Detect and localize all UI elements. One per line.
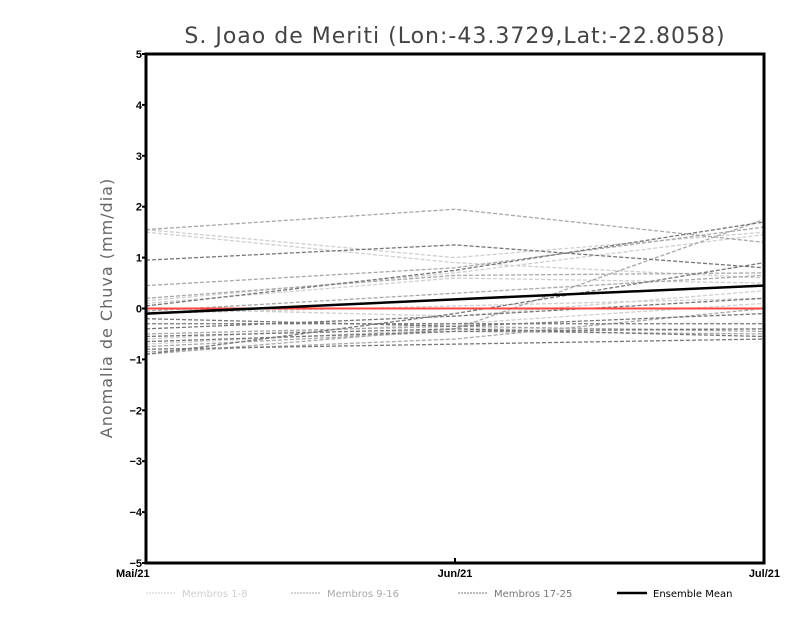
y-tick-label: 4 bbox=[136, 100, 143, 112]
member-line-2-4 bbox=[145, 274, 765, 312]
y-tick-label: 2 bbox=[136, 202, 142, 214]
member-line-2-1 bbox=[145, 208, 765, 243]
x-tick-label: Mai/21 bbox=[116, 568, 150, 580]
y-tick-label: 5 bbox=[136, 49, 142, 61]
y-tick-label: −2 bbox=[129, 405, 142, 417]
y-tick-label: 0 bbox=[136, 304, 142, 316]
y-tick-label: 3 bbox=[136, 151, 142, 163]
member-line-2-3 bbox=[145, 218, 765, 355]
y-tick-label: −3 bbox=[129, 456, 142, 468]
legend-label: Membros 17-25 bbox=[494, 589, 572, 600]
member-line-3-1 bbox=[145, 244, 765, 269]
member-line-1-1 bbox=[145, 228, 765, 259]
y-tick-label: −4 bbox=[129, 507, 142, 519]
member-line-1-4 bbox=[145, 277, 765, 305]
member-line-1-3 bbox=[145, 234, 765, 302]
ensemble-mean-line bbox=[145, 284, 765, 315]
x-tick-label: Jul/21 bbox=[749, 568, 780, 580]
member-line-3-6 bbox=[145, 328, 765, 343]
member-line-3-4 bbox=[145, 262, 765, 355]
legend-label: Membros 9-16 bbox=[327, 589, 399, 600]
member-line-1-2 bbox=[145, 231, 765, 279]
legend-label: Membros 1-8 bbox=[182, 589, 248, 600]
member-line-3-2 bbox=[145, 221, 765, 307]
y-tick-label: 1 bbox=[136, 253, 142, 265]
member-line-3-5 bbox=[145, 338, 765, 350]
member-line-2-2 bbox=[145, 226, 765, 287]
member-line-2-8 bbox=[145, 272, 765, 299]
chart-title: S. Joao de Meriti (Lon:-43.3729,Lat:-22.… bbox=[184, 24, 725, 49]
y-tick-label: −5 bbox=[129, 558, 142, 570]
x-tick-label: Jun/21 bbox=[438, 568, 473, 580]
legend-label: Ensemble Mean bbox=[653, 589, 732, 600]
member-line-3-8 bbox=[145, 312, 765, 327]
y-tick-label: −1 bbox=[129, 354, 142, 366]
member-line-3-9 bbox=[145, 328, 765, 338]
y-axis-label: Anomalia de Chuva (mm/dia) bbox=[97, 178, 116, 438]
member-line-3-7 bbox=[145, 297, 765, 330]
